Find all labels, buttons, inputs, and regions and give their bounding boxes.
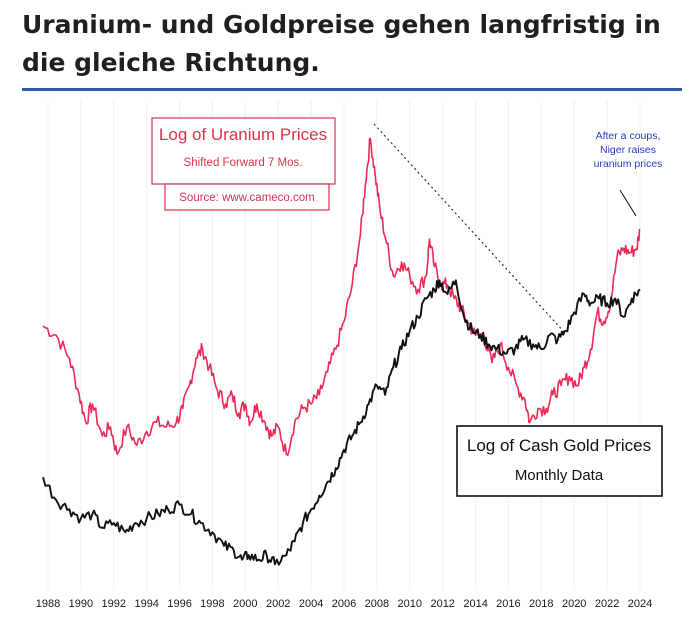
x-tick-label: 1994 <box>134 598 158 610</box>
headline: Uranium- und Goldpreise gehen langfristi… <box>22 10 661 77</box>
uranium-legend-subtitle: Shifted Forward 7 Mos. <box>184 157 303 169</box>
x-tick-label: 2018 <box>529 598 553 610</box>
x-axis-tick-labels: 1988 1990 1992 1994 1996 1998 2000 2002 2004 2006… <box>36 598 652 610</box>
chart-background <box>30 98 680 620</box>
gold-legend-title: Log of Cash Gold Prices <box>467 436 651 455</box>
annotation-line-1: After a coups, <box>596 130 661 142</box>
x-tick-label: 2006 <box>332 598 356 610</box>
x-tick-label: 2000 <box>233 598 257 610</box>
x-tick-label: 2014 <box>463 598 487 610</box>
x-tick-label: 2012 <box>430 598 454 610</box>
annotation-line-2: Niger raises <box>600 144 656 156</box>
x-tick-label: 2024 <box>628 598 652 610</box>
x-tick-label: 2004 <box>299 598 323 610</box>
uranium-series-line <box>42 137 641 456</box>
x-tick-label: 2020 <box>562 598 586 610</box>
x-tick-label: 2002 <box>266 598 290 610</box>
x-tick-label: 2008 <box>365 598 389 610</box>
headline-divider <box>22 88 682 91</box>
gold-legend-box: Log of Cash Gold Prices Monthly Data <box>456 425 663 497</box>
x-tick-label: 1988 <box>36 598 60 610</box>
x-tick-label: 1996 <box>167 598 191 610</box>
x-tick-label: 2010 <box>398 598 422 610</box>
coup-annotation: After a coups, Niger raises uranium pric… <box>594 130 663 217</box>
x-tick-label: 1992 <box>102 598 126 610</box>
annotation-line-3: uranium prices <box>594 158 663 170</box>
x-tick-label: 2022 <box>595 598 619 610</box>
uranium-legend-box: Log of Uranium Prices Shifted Forward 7 … <box>151 117 336 211</box>
x-tick-label: 2016 <box>496 598 520 610</box>
gold-legend-subtitle: Monthly Data <box>515 467 604 484</box>
x-tick-label: 1990 <box>69 598 93 610</box>
annotation-pointer <box>619 189 637 217</box>
uranium-legend-source: Source: www.cameco.com <box>179 192 315 204</box>
x-tick-label: 1998 <box>200 598 224 610</box>
gold-series-line <box>42 279 641 566</box>
uranium-legend-title: Log of Uranium Prices <box>159 125 327 144</box>
